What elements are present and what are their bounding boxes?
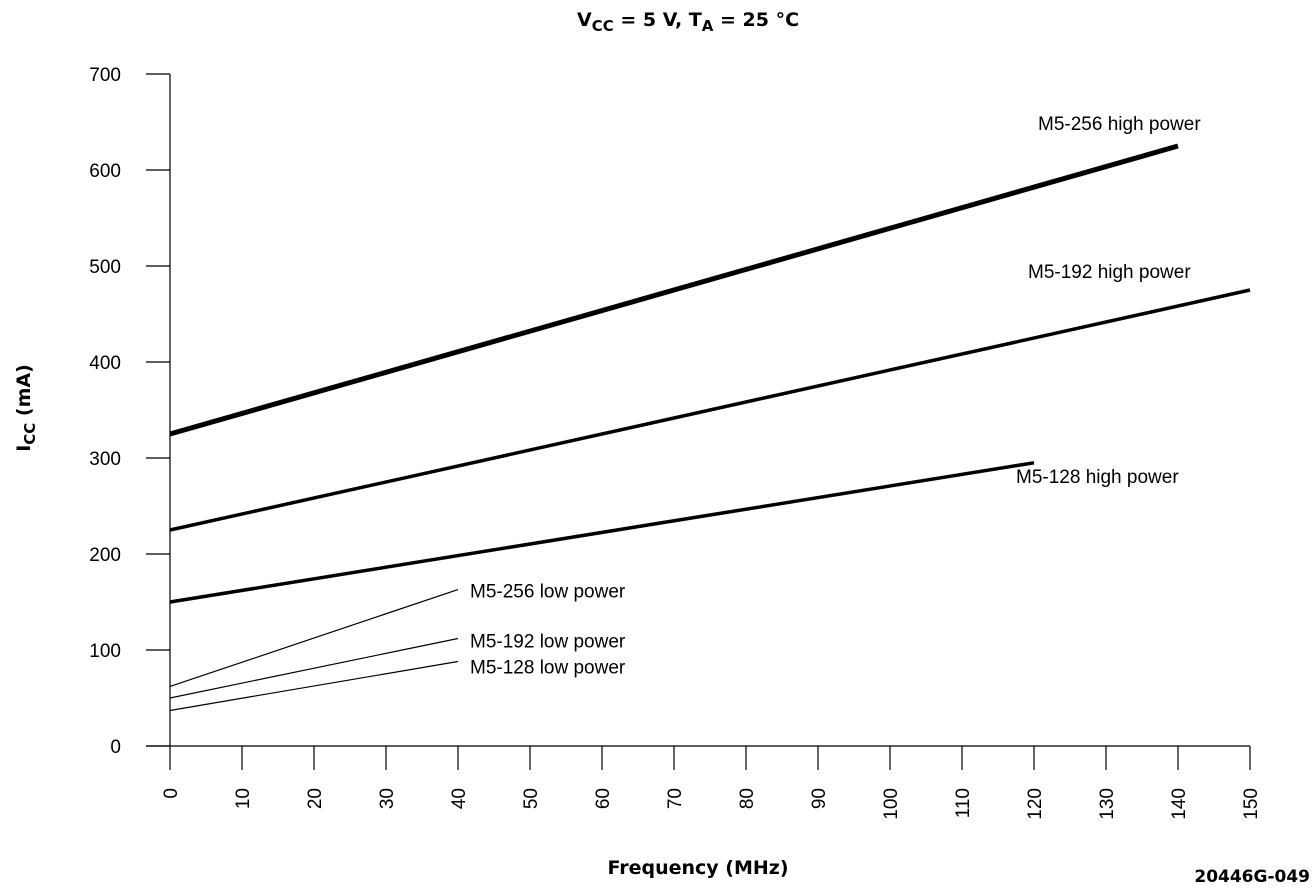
- series-line: [169, 637, 459, 699]
- x-tick-label: 130: [1097, 788, 1118, 820]
- x-tick-label: 10: [233, 788, 254, 809]
- x-tick-label: 20: [305, 788, 326, 809]
- x-tick-label: 0: [161, 788, 182, 799]
- y-tick-label: 700: [89, 65, 121, 86]
- x-tick-label: 60: [593, 788, 614, 809]
- y-tick-label: 100: [89, 641, 121, 662]
- series-label: M5-128 high power: [1016, 467, 1179, 488]
- series-label: M5-256 high power: [1038, 114, 1201, 135]
- y-tick-label: 200: [89, 545, 121, 566]
- x-axis-label: Frequency (MHz): [607, 857, 788, 879]
- x-tick-label: 30: [377, 788, 398, 809]
- series-label: M5-128 low power: [470, 658, 626, 679]
- series-line: [169, 288, 1251, 532]
- y-axis-label: ICC (mA): [13, 364, 39, 452]
- x-tick-label: 50: [521, 788, 542, 809]
- series-label: M5-192 low power: [470, 631, 626, 652]
- x-tick-label: 70: [665, 788, 686, 809]
- y-tick-label: 500: [89, 257, 121, 278]
- x-tick-label: 110: [953, 788, 974, 818]
- x-tick-label: 150: [1241, 788, 1262, 820]
- series-line: [169, 660, 459, 712]
- x-tick-label: 80: [737, 788, 758, 809]
- y-axis: 0 100 200 300 400 500 600 700: [89, 65, 171, 758]
- series-line: [169, 588, 459, 688]
- figure-id: 20446G-049: [1194, 867, 1310, 887]
- y-tick-label: 300: [89, 449, 121, 470]
- x-tick-label: 100: [881, 788, 902, 820]
- series-layer: M5-256 high power M5-192 high power M5-128…: [169, 114, 1251, 712]
- x-axis: 0 10 20 30 40 50 60 70 80 90 100 110 120 130 140 150: [146, 745, 1262, 820]
- chart-title: VCC = 5 V, TA = 25 °C: [577, 9, 799, 35]
- y-tick-label: 0: [110, 737, 121, 758]
- x-tick-label: 90: [809, 788, 830, 809]
- series-line: [169, 461, 1035, 604]
- series-label: M5-192 high power: [1028, 262, 1191, 283]
- x-tick-label: 140: [1169, 788, 1190, 820]
- x-tick-label: 120: [1025, 788, 1046, 820]
- x-tick-label: 40: [449, 788, 470, 809]
- series-line: [169, 143, 1179, 437]
- series-label: M5-256 low power: [470, 582, 626, 603]
- y-tick-label: 600: [89, 161, 121, 182]
- y-tick-label: 400: [89, 353, 121, 374]
